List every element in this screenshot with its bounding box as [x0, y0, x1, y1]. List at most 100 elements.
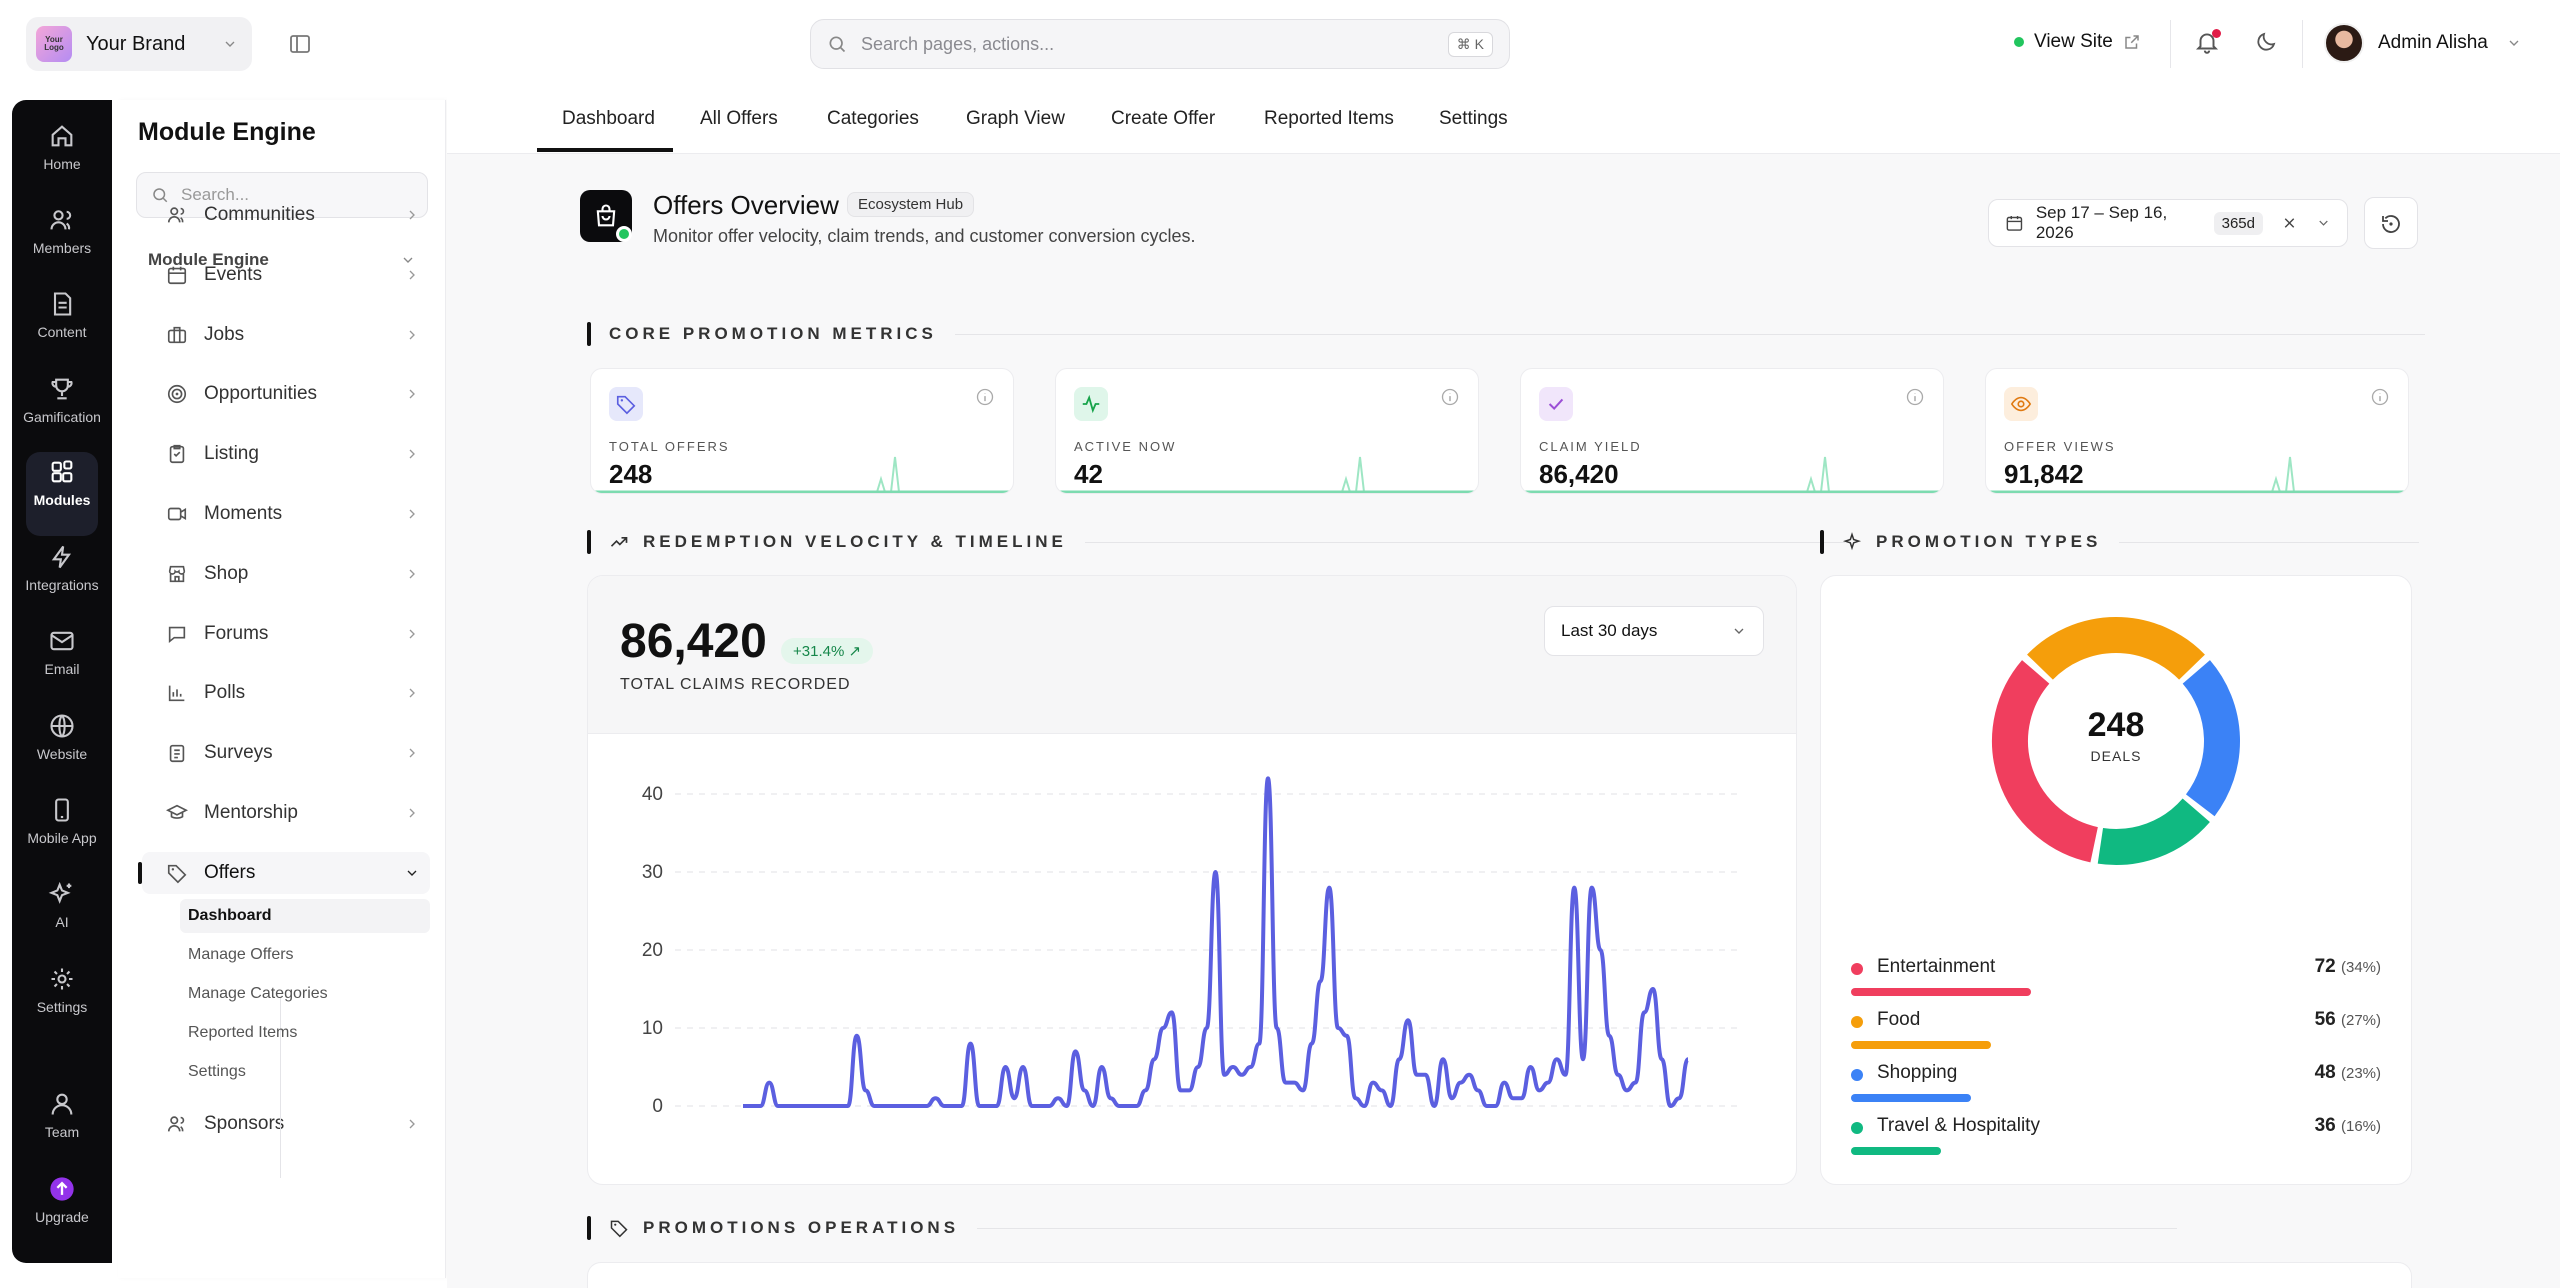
sidebar-item-forums[interactable]: Forums	[142, 613, 430, 655]
legend-item[interactable]: Food 56 (27%)	[1851, 1009, 2381, 1053]
metric-icon-box	[609, 387, 643, 421]
legend-item[interactable]: Travel & Hospitality 36 (16%)	[1851, 1115, 2381, 1159]
tab-all-offers[interactable]: All Offers	[700, 108, 778, 129]
rail-item-label: Gamification	[23, 409, 101, 425]
notifications-button[interactable]	[2194, 29, 2221, 55]
legend-value: 72 (34%)	[2314, 956, 2381, 977]
sidebar-title: Module Engine	[138, 118, 316, 146]
info-icon[interactable]	[1440, 387, 1460, 407]
legend-value: 48 (23%)	[2314, 1062, 2381, 1083]
close-icon[interactable]	[2281, 214, 2298, 232]
sidebar-item-label: Events	[204, 264, 263, 285]
legend-item[interactable]: Entertainment 72 (34%)	[1851, 956, 2381, 1000]
metric-label: ACTIVE NOW	[1074, 439, 1177, 454]
info-icon[interactable]	[1905, 387, 1925, 407]
date-range-picker[interactable]: Sep 17 – Sep 16, 2026 365d	[1988, 199, 2348, 247]
rail-item-settings[interactable]: Settings	[12, 965, 112, 1015]
legend-item[interactable]: Shopping 48 (23%)	[1851, 1062, 2381, 1106]
external-link-icon	[2125, 35, 2139, 49]
sidebar-item-listing[interactable]: Listing	[142, 433, 430, 475]
online-dot	[2014, 37, 2024, 47]
brand-logo: Your Logo	[36, 26, 72, 62]
donut-slice-travel-hospitality[interactable]	[2097, 798, 2210, 865]
chart-icon	[168, 685, 185, 702]
donut-center-label: DEALS	[2090, 748, 2142, 764]
rail-item-email[interactable]: Email	[12, 627, 112, 677]
survey-icon	[169, 744, 185, 763]
tab-categories[interactable]: Categories	[827, 108, 919, 129]
donut-slice-shopping[interactable]	[2182, 660, 2240, 817]
chevron-right-icon	[409, 569, 415, 579]
section-core-metrics: CORE PROMOTION METRICS	[587, 322, 2425, 346]
sidebar-search-input[interactable]: Search...	[136, 172, 428, 218]
y-tick-label: 0	[652, 1096, 663, 1117]
phone-icon	[55, 798, 69, 822]
tab-dashboard[interactable]: Dashboard	[562, 108, 655, 129]
sidebar-item-events[interactable]: Events	[142, 254, 430, 296]
sidebar-item-shop[interactable]: Shop	[142, 553, 430, 595]
refresh-button[interactable]	[2364, 197, 2418, 249]
rail-item-modules[interactable]: Modules	[26, 452, 98, 536]
sidebar-item-label: Mentorship	[204, 802, 298, 823]
info-icon[interactable]	[975, 387, 995, 407]
view-site-link[interactable]: View Site	[2014, 31, 2141, 53]
period-select[interactable]: Last 30 days	[1544, 606, 1764, 656]
theme-toggle[interactable]	[2254, 30, 2278, 54]
user-menu[interactable]: Admin Alisha	[2324, 23, 2522, 63]
rail-item-home[interactable]: Home	[12, 122, 112, 172]
rail-item-ai[interactable]: AI	[12, 880, 112, 930]
chevron-right-icon	[409, 1119, 415, 1129]
sidebar-item-offers[interactable]: Offers	[138, 852, 430, 894]
change-badge: +31.4% ↗	[781, 638, 874, 664]
submenu-item[interactable]: Dashboard	[180, 899, 430, 933]
rail-item-upgrade[interactable]: Upgrade	[12, 1175, 112, 1225]
sidebar-item-opportunities[interactable]: Opportunities	[142, 373, 430, 415]
submenu-item[interactable]: Reported Items	[188, 1024, 298, 1041]
sidebar-item-label: Jobs	[204, 324, 245, 345]
submenu-item[interactable]: Settings	[188, 1063, 246, 1080]
top-bar: Your Logo Your Brand Search pages, actio…	[0, 0, 2560, 90]
sidebar-item-label: Polls	[204, 682, 246, 703]
info-icon[interactable]	[2370, 387, 2390, 407]
sidebar-toggle-icon[interactable]	[288, 32, 312, 56]
sidebar-item-communities[interactable]: Communities	[142, 194, 430, 236]
sidebar-item-jobs[interactable]: Jobs	[142, 314, 430, 356]
tab-create-offer[interactable]: Create Offer	[1111, 108, 1216, 129]
metric-value: 42	[1074, 459, 1103, 489]
rail-item-label: Mobile App	[27, 830, 97, 846]
submenu-item[interactable]: Manage Categories	[188, 985, 328, 1002]
mail-icon	[50, 631, 74, 651]
sidebar-item-sponsors[interactable]: Sponsors	[142, 1103, 430, 1145]
rail-item-mobile-app[interactable]: Mobile App	[12, 796, 112, 846]
notification-dot	[2212, 29, 2221, 38]
submenu-item[interactable]: Manage Offers	[188, 946, 294, 963]
people-icon	[167, 207, 185, 223]
rail-item-members[interactable]: Members	[12, 206, 112, 256]
sidebar-item-polls[interactable]: Polls	[142, 672, 430, 714]
metric-icon-box	[2004, 387, 2038, 421]
donut-slice-entertainment[interactable]	[1992, 660, 2099, 863]
metric-label: CLAIM YIELD	[1539, 439, 1642, 454]
rail-item-content[interactable]: Content	[12, 290, 112, 340]
total-claims-value: 86,420	[620, 615, 767, 668]
rail-item-integrations[interactable]: Integrations	[12, 543, 112, 593]
module-sidebar: Module Engine Search... Module Engine Co…	[118, 100, 446, 1278]
tab-reported-items[interactable]: Reported Items	[1264, 108, 1394, 129]
sidebar-section-toggle[interactable]: Module Engine	[148, 250, 416, 270]
activity-icon	[1082, 394, 1100, 414]
members-icon	[50, 210, 72, 230]
sidebar-item-surveys[interactable]: Surveys	[142, 732, 430, 774]
chevron-down-icon[interactable]	[2316, 215, 2331, 231]
donut-slice-food[interactable]	[2027, 617, 2205, 681]
brand-switcher[interactable]: Your Logo Your Brand	[26, 17, 252, 71]
sidebar-item-label: Opportunities	[204, 383, 318, 404]
tab-graph-view[interactable]: Graph View	[966, 108, 1065, 129]
sidebar-item-moments[interactable]: Moments	[142, 493, 430, 535]
rail-item-team[interactable]: Team	[12, 1090, 112, 1140]
global-search[interactable]: Search pages, actions... ⌘ K	[810, 19, 1510, 69]
metric-label: TOTAL OFFERS	[609, 439, 730, 454]
rail-item-gamification[interactable]: Gamification	[12, 375, 112, 425]
tab-settings[interactable]: Settings	[1439, 108, 1508, 129]
rail-item-website[interactable]: Website	[12, 712, 112, 762]
sidebar-item-mentorship[interactable]: Mentorship	[142, 792, 430, 834]
